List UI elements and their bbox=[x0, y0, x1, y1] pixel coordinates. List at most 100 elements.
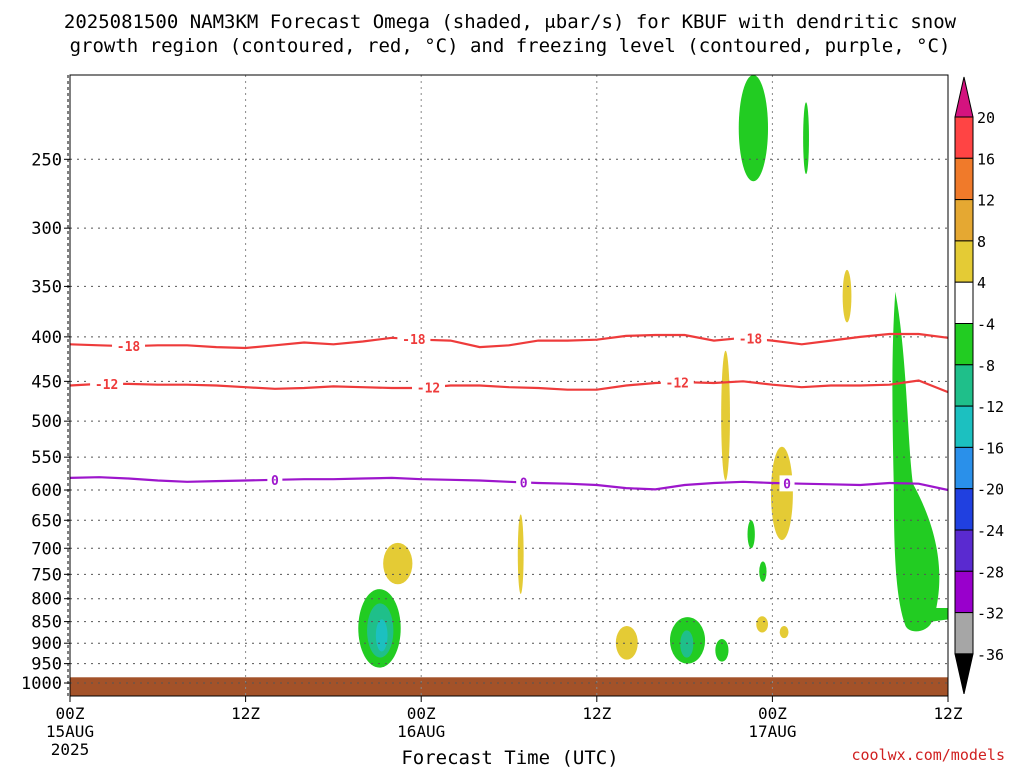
contour--18 bbox=[69, 332, 949, 350]
contour-label-bg bbox=[397, 331, 431, 348]
y-tick-label: 350 bbox=[31, 277, 62, 297]
yellow-570 bbox=[770, 446, 793, 541]
x-tick-label: 12Z bbox=[231, 704, 260, 723]
y-tick-label: 300 bbox=[31, 219, 62, 239]
yellow-small-870 bbox=[779, 626, 789, 639]
grid-lines bbox=[70, 75, 948, 696]
yellow-700 bbox=[383, 542, 413, 585]
colorbar-label: 16 bbox=[977, 150, 995, 168]
y-tick-label: 250 bbox=[31, 150, 62, 170]
contour-label-bg bbox=[516, 474, 532, 491]
contour-label-text: -18 bbox=[739, 333, 763, 348]
x-tick-date: 16AUG bbox=[397, 722, 445, 741]
contour-label-text: -12 bbox=[95, 378, 118, 393]
colorbar-swatch bbox=[954, 116, 974, 159]
colorbar-label: -12 bbox=[977, 398, 1004, 416]
y-tick-label: 500 bbox=[31, 412, 62, 432]
green-top-250 bbox=[738, 75, 769, 182]
contour-label-bg bbox=[112, 338, 146, 355]
y-tick-label: 400 bbox=[31, 328, 62, 348]
colorbar-swatch bbox=[954, 446, 974, 490]
x-tick-label: 00Z bbox=[758, 704, 787, 723]
contour-label-bg bbox=[779, 475, 795, 492]
green-910-small bbox=[715, 638, 729, 662]
yellow-thin-500 bbox=[721, 350, 730, 481]
teal-900 bbox=[680, 630, 694, 658]
y-tick-label: 450 bbox=[31, 372, 62, 392]
green-thin-250 bbox=[803, 102, 809, 175]
contour-lines bbox=[69, 332, 949, 492]
y-tick-label: 700 bbox=[31, 539, 62, 559]
credit-text: coolwx.com/models bbox=[851, 746, 1005, 764]
colorbar-label: -28 bbox=[977, 563, 1004, 581]
contour-label-bg bbox=[90, 375, 124, 392]
x-tick-label: 12Z bbox=[934, 704, 963, 723]
green-small-690 bbox=[747, 520, 755, 549]
contour-labels: -18 -18 -18 -12 -12 -12 0 0 0 bbox=[90, 330, 795, 492]
contour-label-text: 0 bbox=[271, 474, 279, 489]
y-tick-label: 600 bbox=[31, 481, 62, 501]
colorbar-label: -36 bbox=[977, 646, 1004, 664]
colorbar-label: 4 bbox=[977, 274, 986, 292]
colorbar-label: -32 bbox=[977, 605, 1004, 623]
omega-colorbar: 20 16 12 8 4 -4 -8 -12 -16 -20 -24 -28 -32 -36 bbox=[954, 76, 1004, 695]
y-axis-ticks: 2503003504004505005506006507007508008509… bbox=[21, 150, 70, 694]
contour-label-bg bbox=[412, 379, 446, 396]
plot-frame bbox=[69, 74, 949, 697]
colorbar-swatch bbox=[954, 199, 974, 242]
yellow-thin-700 bbox=[517, 514, 524, 594]
yellow-thin-350 bbox=[842, 269, 852, 323]
green-small-755 bbox=[759, 561, 767, 582]
y-tick-label: 750 bbox=[31, 565, 62, 585]
x-tick-label: 00Z bbox=[407, 704, 436, 723]
contour-label-bg bbox=[733, 330, 767, 347]
colorbar-label: 20 bbox=[977, 109, 995, 127]
cyan-850 bbox=[375, 619, 388, 652]
chart-title-line2: growth region (contoured, red, °C) and f… bbox=[70, 35, 951, 57]
contour-label-bg bbox=[267, 471, 283, 488]
x-tick-year: 2025 bbox=[51, 740, 90, 759]
colorbar-label: -4 bbox=[977, 316, 995, 334]
ground-fill bbox=[70, 677, 948, 696]
green-column-right bbox=[892, 291, 948, 632]
colorbar-label: 12 bbox=[977, 192, 995, 210]
contour-label-text: -18 bbox=[117, 340, 141, 355]
colorbar-swatch bbox=[954, 488, 974, 531]
yellow-900 bbox=[615, 626, 638, 660]
chart-title-line1: 2025081500 NAM3KM Forecast Omega (shaded… bbox=[64, 11, 957, 33]
contour-label-bg bbox=[660, 374, 694, 391]
colorbar-label: -8 bbox=[977, 357, 995, 375]
contour-label-text: 0 bbox=[783, 477, 791, 492]
x-tick-date: 15AUG bbox=[46, 722, 94, 741]
x-tick-label: 12Z bbox=[582, 704, 611, 723]
contour-label-text: -12 bbox=[666, 376, 689, 391]
colorbar-label: 8 bbox=[977, 233, 986, 251]
colorbar-swatch bbox=[954, 281, 974, 325]
colorbar-top-triangle bbox=[954, 76, 974, 118]
colorbar-swatch bbox=[954, 323, 974, 366]
contour-0 bbox=[69, 476, 949, 492]
colorbar-swatch bbox=[954, 529, 974, 572]
x-axis-label: Forecast Time (UTC) bbox=[401, 747, 618, 768]
y-tick-label: 550 bbox=[31, 448, 62, 468]
y-tick-label: 1000 bbox=[21, 674, 62, 694]
colorbar-swatch bbox=[954, 157, 974, 201]
x-tick-date: 17AUG bbox=[748, 722, 796, 741]
colorbar-swatch bbox=[954, 364, 974, 407]
colorbar-label: -24 bbox=[977, 522, 1004, 540]
y-tick-label: 950 bbox=[31, 655, 62, 675]
y-tick-label: 850 bbox=[31, 613, 62, 633]
colorbar-swatch bbox=[954, 612, 974, 655]
y-tick-label: 800 bbox=[31, 590, 62, 610]
x-tick-label: 00Z bbox=[56, 704, 85, 723]
contour-label-text: -12 bbox=[417, 381, 440, 396]
colorbar-label: -20 bbox=[977, 481, 1004, 499]
yellow-small-845 bbox=[756, 616, 769, 633]
y-tick-label: 650 bbox=[31, 511, 62, 531]
colorbar-label: -16 bbox=[977, 439, 1004, 457]
contour--12 bbox=[69, 379, 949, 394]
colorbar-swatch bbox=[954, 570, 974, 614]
y-tick-label: 900 bbox=[31, 634, 62, 654]
